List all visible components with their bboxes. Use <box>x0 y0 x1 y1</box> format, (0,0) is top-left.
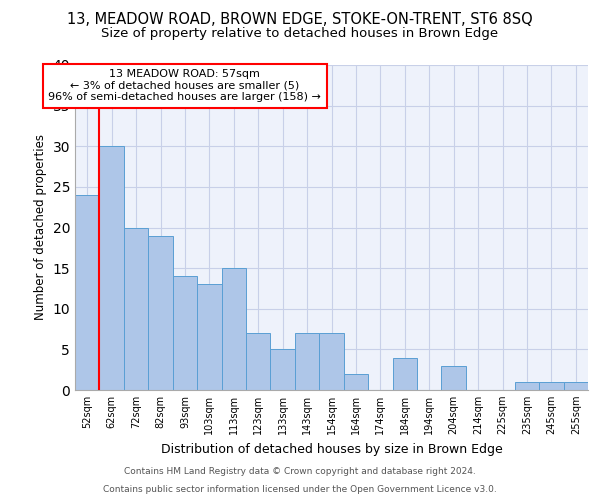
Bar <box>539 382 563 390</box>
Bar <box>442 366 466 390</box>
Text: Contains public sector information licensed under the Open Government Licence v3: Contains public sector information licen… <box>103 485 497 494</box>
Bar <box>75 195 100 390</box>
Bar <box>295 333 319 390</box>
Bar <box>221 268 246 390</box>
Bar <box>246 333 271 390</box>
Bar <box>197 284 221 390</box>
Bar <box>124 228 148 390</box>
Text: Size of property relative to detached houses in Brown Edge: Size of property relative to detached ho… <box>101 28 499 40</box>
Bar <box>344 374 368 390</box>
Bar <box>319 333 344 390</box>
Text: 13 MEADOW ROAD: 57sqm
← 3% of detached houses are smaller (5)
96% of semi-detach: 13 MEADOW ROAD: 57sqm ← 3% of detached h… <box>49 69 322 102</box>
Bar <box>173 276 197 390</box>
Bar <box>563 382 588 390</box>
Y-axis label: Number of detached properties: Number of detached properties <box>34 134 47 320</box>
Bar <box>148 236 173 390</box>
Bar <box>392 358 417 390</box>
X-axis label: Distribution of detached houses by size in Brown Edge: Distribution of detached houses by size … <box>161 442 502 456</box>
Bar <box>515 382 539 390</box>
Text: 13, MEADOW ROAD, BROWN EDGE, STOKE-ON-TRENT, ST6 8SQ: 13, MEADOW ROAD, BROWN EDGE, STOKE-ON-TR… <box>67 12 533 28</box>
Bar <box>271 350 295 390</box>
Bar <box>100 146 124 390</box>
Text: Contains HM Land Registry data © Crown copyright and database right 2024.: Contains HM Land Registry data © Crown c… <box>124 467 476 476</box>
